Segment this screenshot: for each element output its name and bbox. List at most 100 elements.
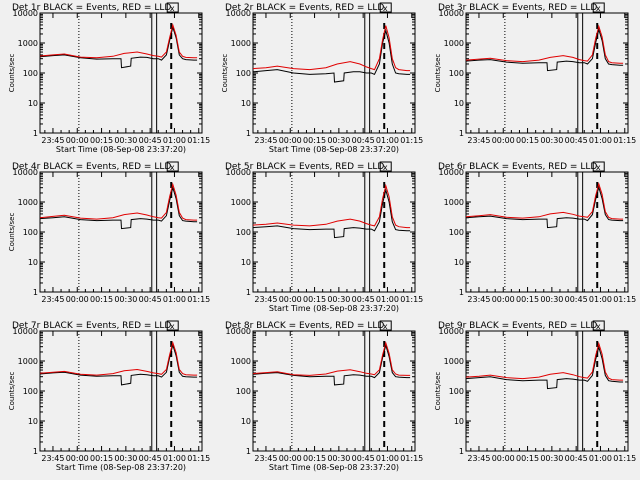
series-events-line [252, 28, 411, 83]
x-tick-label: 01:00 [376, 295, 399, 304]
y-axis-label: Counts/sec [434, 372, 442, 411]
x-tick-label: 00:15 [303, 295, 326, 304]
series-lld-line [465, 182, 624, 220]
x-tick-label: 00:00 [492, 136, 515, 145]
series-events-line [465, 185, 624, 229]
x-tick-label: 00:00 [66, 454, 89, 463]
series-lld-line [252, 341, 411, 376]
plot-frame [252, 330, 416, 452]
title-marker-label: x [170, 163, 175, 172]
x-tick-label: 00:30 [114, 295, 137, 304]
panel-title: Det 7r BLACK = Events, RED = LLD [12, 321, 171, 331]
y-tick-label: 100 [23, 387, 38, 396]
y-tick-label: 1 [33, 129, 38, 138]
x-tick-label: 23:45 [467, 136, 490, 145]
x-tick-label: 00:45 [352, 295, 375, 304]
title-marker-label: x [170, 4, 175, 13]
x-axis-label: Start Time (08-Sep-08 23:37:20) [56, 145, 186, 154]
title-marker-label: x [596, 4, 601, 13]
series-lld-line [39, 23, 198, 59]
x-tick-label: 00:15 [90, 454, 113, 463]
title-marker-box [166, 2, 179, 13]
y-tick-label: 100 [236, 387, 251, 396]
y-tick-label: 10000 [439, 168, 464, 177]
x-tick-label: 23:45 [254, 295, 277, 304]
x-tick-label: 00:30 [327, 454, 350, 463]
title-marker-label: x [596, 163, 601, 172]
y-tick-label: 10 [28, 258, 38, 267]
x-tick-label: 01:15 [613, 454, 636, 463]
x-tick-label: 01:00 [589, 136, 612, 145]
x-tick-label: 01:00 [376, 454, 399, 463]
x-tick-label: 01:15 [187, 295, 210, 304]
y-tick-label: 1000 [444, 39, 464, 48]
y-tick-label: 100 [236, 69, 251, 78]
plot-frame [39, 330, 203, 452]
title-marker-box [379, 320, 392, 331]
y-tick-label: 10 [28, 417, 38, 426]
series-lld-line [252, 183, 411, 229]
series-lld-line [39, 340, 198, 376]
series-events-line [465, 27, 624, 72]
x-tick-label: 00:30 [540, 295, 563, 304]
series-events-line [465, 345, 624, 390]
x-tick-label: 00:15 [303, 454, 326, 463]
y-tick-label: 10 [454, 258, 464, 267]
y-tick-label: 10000 [226, 9, 251, 18]
x-axis-label: Start Time (08-Sep-08 23:37:20) [269, 463, 399, 472]
x-tick-label: 00:00 [66, 295, 89, 304]
x-tick-label: 00:15 [516, 136, 539, 145]
x-tick-label: 23:45 [41, 454, 64, 463]
x-tick-label: 00:30 [114, 136, 137, 145]
x-tick-label: 00:15 [90, 136, 113, 145]
title-marker-label: x [383, 4, 388, 13]
series-lld-line [465, 341, 624, 381]
x-tick-label: 23:45 [467, 454, 490, 463]
title-marker-box [592, 2, 605, 13]
x-axis-label: Start Time (08-Sep-08 23:37:20) [56, 463, 186, 472]
y-tick-label: 100 [449, 387, 464, 396]
x-tick-label: 01:15 [613, 295, 636, 304]
y-tick-label: 10000 [13, 327, 38, 336]
y-tick-label: 1000 [18, 357, 38, 366]
plot-frame [39, 171, 203, 293]
plot-frame [465, 12, 629, 134]
panel-title: Det 2r BLACK = Events, RED = LLD [225, 3, 384, 13]
y-tick-label: 10000 [13, 9, 38, 18]
series-lld-line [465, 24, 624, 64]
x-tick-label: 00:30 [114, 454, 137, 463]
x-tick-label: 00:00 [279, 136, 302, 145]
x-tick-label: 01:15 [187, 136, 210, 145]
x-tick-label: 00:15 [516, 295, 539, 304]
x-tick-label: 23:45 [41, 295, 64, 304]
y-axis-label: Counts/sec [8, 213, 16, 252]
y-tick-label: 1000 [231, 198, 251, 207]
x-tick-label: 01:00 [589, 295, 612, 304]
x-tick-label: 00:45 [139, 454, 162, 463]
x-tick-label: 23:45 [41, 136, 64, 145]
y-tick-label: 1 [246, 288, 251, 297]
y-tick-label: 10 [241, 417, 251, 426]
y-tick-label: 1000 [231, 357, 251, 366]
y-tick-label: 1 [459, 288, 464, 297]
series-lld-line [252, 25, 411, 72]
panel-title: Det 1r BLACK = Events, RED = LLD [12, 3, 171, 13]
x-tick-label: 23:45 [467, 295, 490, 304]
title-marker-box [592, 161, 605, 172]
x-tick-label: 01:15 [400, 136, 423, 145]
x-axis-label: Start Time (08-Sep-08 23:37:20) [269, 304, 399, 313]
y-tick-label: 10000 [226, 327, 251, 336]
y-tick-label: 1 [33, 288, 38, 297]
y-tick-label: 10 [454, 417, 464, 426]
title-marker-label: x [383, 322, 388, 331]
series-events-line [39, 185, 198, 230]
x-tick-label: 23:45 [254, 454, 277, 463]
x-tick-label: 01:15 [613, 136, 636, 145]
y-tick-label: 1 [459, 129, 464, 138]
y-tick-label: 1 [246, 129, 251, 138]
